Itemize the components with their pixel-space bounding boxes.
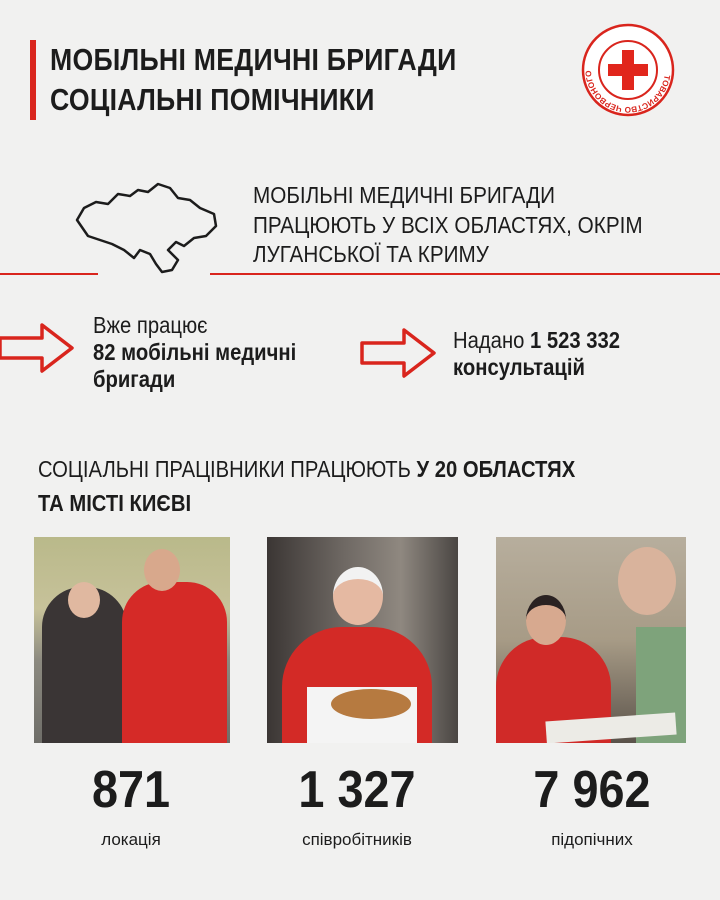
ukraine-map-icon xyxy=(75,182,218,274)
coverage-line-3: ЛУГАНСЬКОЇ ТА КРИМУ xyxy=(253,241,489,267)
locations-count: 871 xyxy=(91,761,171,819)
divider-left xyxy=(0,273,98,275)
brigades-prefix: Вже працює xyxy=(93,312,208,338)
social-workers-text: СОЦІАЛЬНІ ПРАЦІВНИКИ ПРАЦЮЮТЬ У 20 ОБЛАС… xyxy=(38,452,575,520)
arrow-right-icon xyxy=(0,323,74,373)
title-line-1: МОБІЛЬНІ МЕДИЧНІ БРИГАДИ xyxy=(50,42,457,77)
consultations-prefix: Надано xyxy=(453,327,530,353)
coverage-text: МОБІЛЬНІ МЕДИЧНІ БРИГАДИ ПРАЦЮЮТЬ У ВСІХ… xyxy=(253,181,643,270)
title-line-2: СОЦІАЛЬНІ ПОМІЧНИКИ xyxy=(50,82,375,117)
consultations-count: 1 523 332 xyxy=(530,327,621,353)
employees-label: співробітників xyxy=(302,830,412,849)
social-line-1: СОЦІАЛЬНІ ПРАЦІВНИКИ ПРАЦЮЮТЬ xyxy=(38,456,417,482)
coverage-line-1: МОБІЛЬНІ МЕДИЧНІ БРИГАДИ xyxy=(253,182,555,208)
brigades-unit: бригади xyxy=(93,366,176,392)
consultations-unit: консультацій xyxy=(453,354,585,380)
accent-bar xyxy=(30,40,36,120)
social-line-2: ТА МІСТІ КИЄВІ xyxy=(38,490,192,516)
photo-elderly-care xyxy=(496,537,686,743)
photo-social-worker xyxy=(267,537,458,743)
divider-right xyxy=(210,273,720,275)
page-title: МОБІЛЬНІ МЕДИЧНІ БРИГАДИ СОЦІАЛЬНІ ПОМІЧ… xyxy=(50,40,457,120)
arrow-right-icon xyxy=(360,328,436,378)
photo-volunteers xyxy=(34,537,230,743)
beneficiaries-count: 7 962 xyxy=(533,761,651,819)
beneficiaries-label: підопічних xyxy=(551,830,633,849)
locations-label: локація xyxy=(101,830,161,849)
brigades-stat: Вже працює 82 мобільні медичні бригади xyxy=(93,312,296,393)
red-cross-logo: ТОВАРИСТВО ЧЕРВОНОГО ХРЕСТА УКРАЇНИ xyxy=(581,23,675,117)
consultations-stat: Надано 1 523 332 консультацій xyxy=(453,327,620,381)
employees-count: 1 327 xyxy=(298,761,416,819)
coverage-line-2: ПРАЦЮЮТЬ У ВСІХ ОБЛАСТЯХ, ОКРІМ xyxy=(253,211,643,238)
brigades-count: 82 мобільні медичні xyxy=(93,339,297,365)
social-regions: У 20 ОБЛАСТЯХ xyxy=(416,456,576,482)
